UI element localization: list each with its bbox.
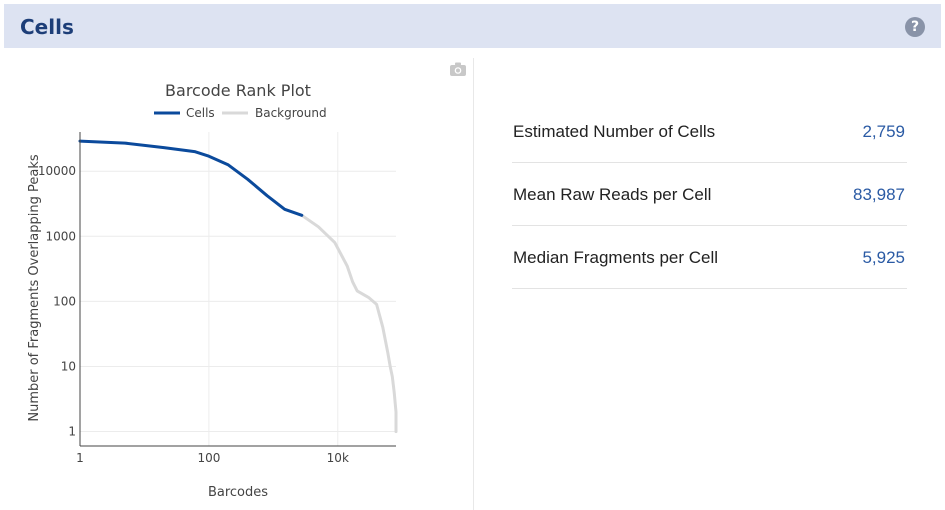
metric-label: Median Fragments per Cell [513,248,719,267]
x-tick-label: 10k [327,451,349,465]
chart-ticks: 1 100 10k 1 10 100 1000 10000 [38,164,349,465]
metric-row: Median Fragments per Cell 5,925 [512,226,907,289]
panel-divider [473,58,474,510]
metric-value: 5,925 [862,248,905,267]
question-icon[interactable]: ? [905,17,925,37]
metrics-table: Estimated Number of Cells 2,759 Mean Raw… [512,100,907,289]
section-title: Cells [20,15,74,39]
metric-row: Mean Raw Reads per Cell 83,987 [512,163,907,226]
camera-icon[interactable] [450,62,466,76]
y-tick-label: 10000 [38,164,76,178]
metric-row: Estimated Number of Cells 2,759 [512,100,907,163]
legend-label-cells: Cells [186,106,215,120]
y-axis-label: Number of Fragments Overlapping Peaks [27,154,42,421]
chart-grid [80,132,396,446]
legend-label-background: Background [255,106,327,120]
series-line-cells [78,139,304,217]
metric-value: 2,759 [862,122,905,141]
y-tick-label: 1 [68,425,76,439]
barcode-rank-plot: Barcode Rank Plot Cells Background 1 100 1… [27,81,398,500]
metric-value: 83,987 [853,185,905,204]
metric-label: Estimated Number of Cells [513,122,716,141]
x-axis-label: Barcodes [208,485,268,500]
y-tick-label: 100 [53,294,76,308]
x-tick-label: 1 [76,451,84,465]
y-tick-label: 1000 [45,229,76,243]
x-tick-label: 100 [197,451,220,465]
series-line-background [300,213,398,434]
metric-label: Mean Raw Reads per Cell [513,185,712,204]
chart-legend: Cells Background [154,106,327,120]
chart-lines [78,139,398,434]
y-tick-label: 10 [61,359,76,373]
section-header: Cells ? [4,4,941,48]
chart-title: Barcode Rank Plot [165,81,311,100]
